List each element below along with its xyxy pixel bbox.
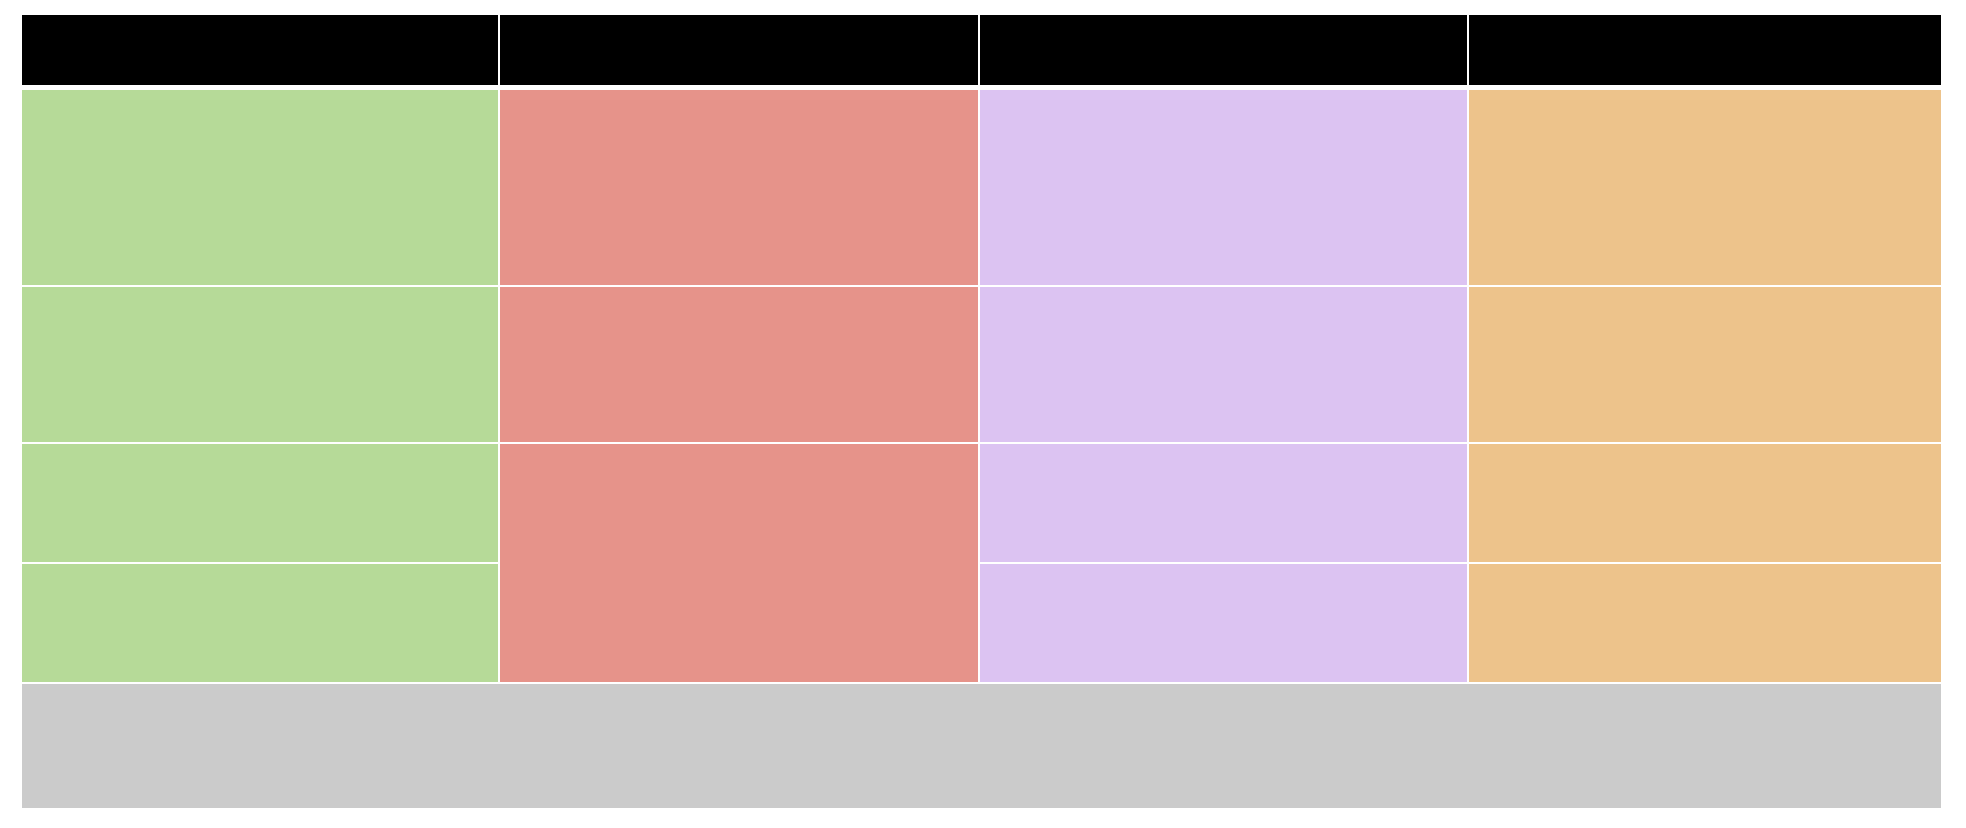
row-3-cell-4: [1469, 444, 1941, 564]
header-cell-2: [500, 15, 980, 85]
row-2-cell-1: [22, 287, 500, 444]
header-cell-3: [980, 15, 1469, 85]
row-1-cell-4: [1469, 90, 1941, 287]
row-3-cell-1: [22, 444, 500, 564]
header-cell-4: [1469, 15, 1941, 85]
row-1-cell-1: [22, 90, 500, 287]
row-2-cell-2: [500, 287, 980, 444]
row-1-cell-3: [980, 90, 1469, 287]
footer-row: [22, 684, 1941, 808]
row-4-cell-4: [1469, 564, 1941, 684]
row-2-cell-3: [980, 287, 1469, 444]
header-cell-1: [22, 15, 500, 85]
row-1-cell-2: [500, 90, 980, 287]
row-4-cell-1: [22, 564, 500, 684]
colored-grid-table: [22, 15, 1941, 808]
row-4-cell-3: [980, 564, 1469, 684]
row-3-cell-3: [980, 444, 1469, 564]
row-2-cell-4: [1469, 287, 1941, 444]
row-3-cell-2-merged: [500, 444, 980, 684]
